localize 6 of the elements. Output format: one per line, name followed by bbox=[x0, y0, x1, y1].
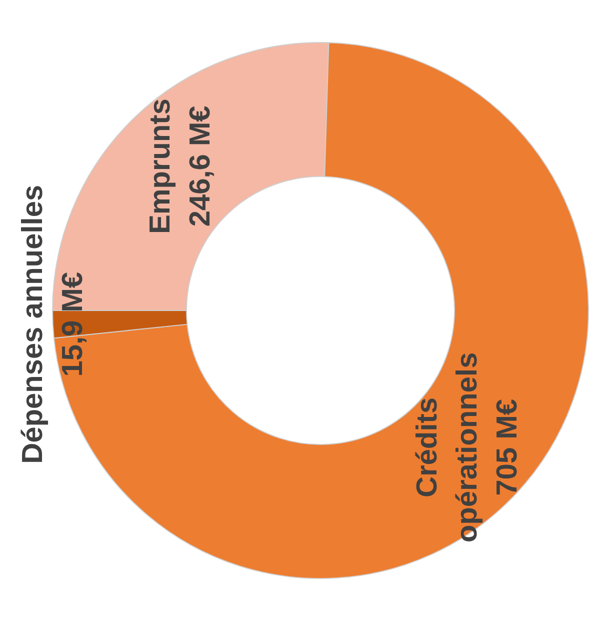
slice-label: Emprunts bbox=[144, 98, 177, 234]
data-label: 246,6 M€ bbox=[184, 106, 217, 227]
data-label: 705 M€ bbox=[492, 399, 524, 496]
slice-label: Dépenses annuelles bbox=[16, 184, 49, 464]
data-label: 15,9 M€ bbox=[56, 272, 89, 377]
slice-label: Crédits opérationnels bbox=[412, 352, 484, 542]
